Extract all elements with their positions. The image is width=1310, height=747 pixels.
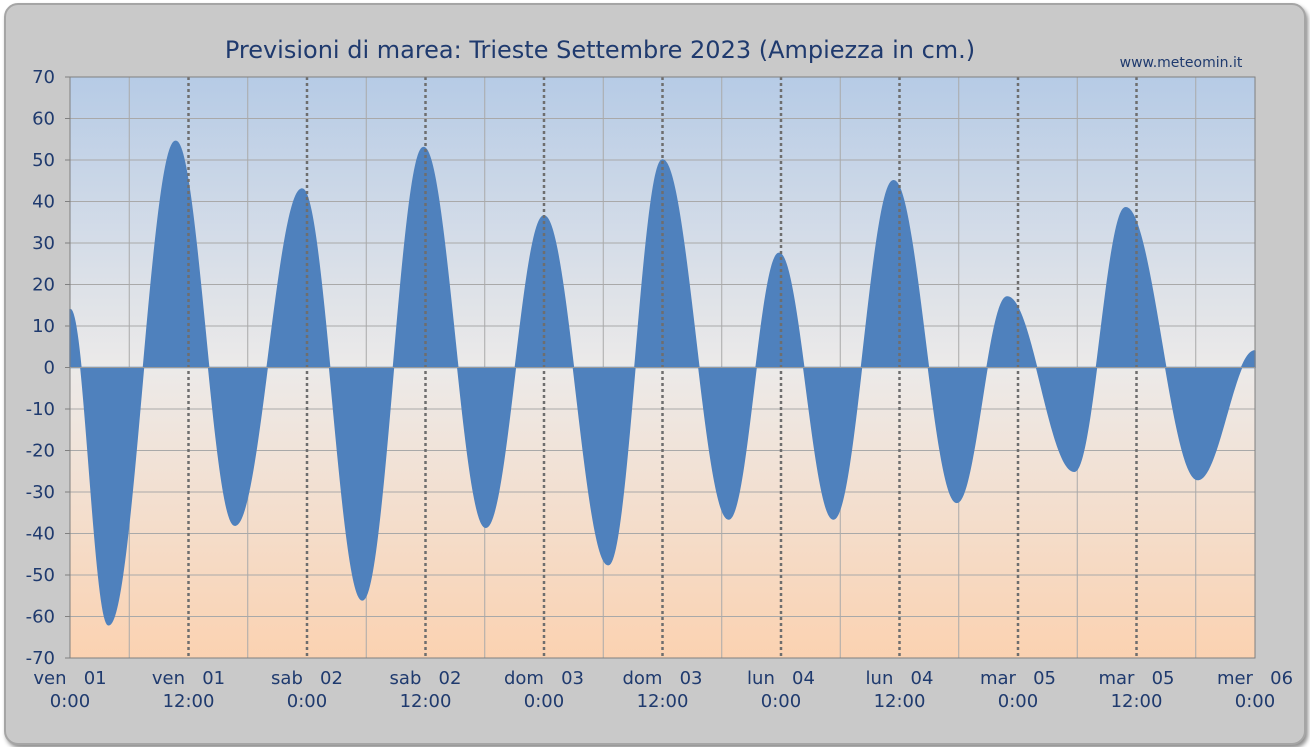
x-tick-day-label: lun 04: [866, 668, 934, 689]
y-tick-label: -40: [26, 524, 55, 545]
y-tick-label: -20: [26, 441, 55, 462]
x-tick-day-label: sab 02: [271, 668, 343, 689]
y-tick-label: -50: [26, 565, 55, 586]
x-tick-time-label: 12:00: [1111, 691, 1163, 712]
tide-area-series: [69, 140, 1256, 626]
x-tick-time-label: 12:00: [163, 691, 215, 712]
x-tick-day-label: mar 05: [1098, 668, 1174, 689]
x-tick-time-label: 12:00: [874, 691, 926, 712]
x-tick-time-label: 0:00: [524, 691, 564, 712]
x-tick-time-label: 0:00: [998, 691, 1038, 712]
y-tick-label: -70: [26, 648, 55, 669]
y-tick-label: 60: [32, 109, 55, 130]
x-tick-day-label: dom 03: [622, 668, 702, 689]
x-tick-day-label: ven 01: [152, 668, 225, 689]
y-tick-label: 30: [32, 233, 55, 254]
y-tick-label: -10: [26, 399, 55, 420]
x-tick-day-label: mer 06: [1217, 668, 1293, 689]
x-tick-time-label: 12:00: [637, 691, 689, 712]
y-tick-label: -30: [26, 482, 55, 503]
tide-area: [69, 140, 1256, 626]
x-tick-day-label: mar 05: [980, 668, 1056, 689]
y-tick-label: -60: [26, 607, 55, 628]
y-tick-label: 70: [32, 67, 55, 88]
y-tick-label: 0: [44, 358, 55, 379]
x-tick-time-label: 0:00: [287, 691, 327, 712]
chart-title: Previsioni di marea: Trieste Settembre 2…: [225, 36, 975, 64]
x-tick-time-label: 0:00: [50, 691, 90, 712]
source-label: www.meteomin.it: [1120, 55, 1243, 71]
x-tick-day-label: lun 04: [747, 668, 815, 689]
x-tick-time-label: 0:00: [1235, 691, 1275, 712]
y-tick-label: 40: [32, 192, 55, 213]
x-tick-day-label: sab 02: [390, 668, 462, 689]
y-tick-label: 20: [32, 275, 55, 296]
x-tick-time-label: 12:00: [400, 691, 452, 712]
x-tick-time-label: 0:00: [761, 691, 801, 712]
y-axis-ticks: 70 60 50 40 30 20 10 0 -10 -20 -30 -40 -50 -60 -70: [26, 67, 70, 669]
y-tick-label: 10: [32, 316, 55, 337]
y-tick-label: 50: [32, 150, 55, 171]
x-tick-day-label: ven 01: [33, 668, 106, 689]
x-tick-day-label: dom 03: [504, 668, 584, 689]
